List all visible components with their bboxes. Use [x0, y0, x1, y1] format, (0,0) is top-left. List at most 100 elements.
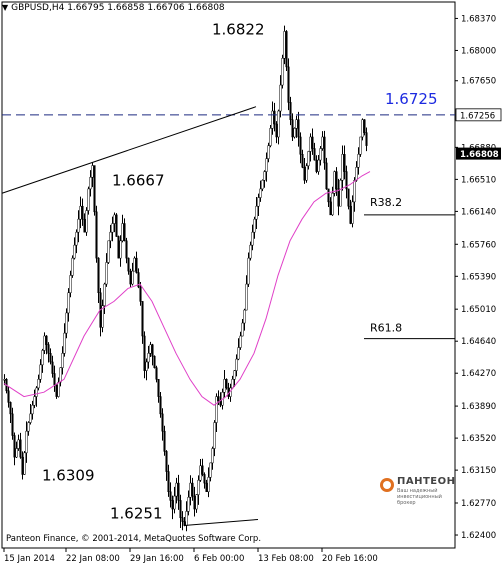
candle-body: [277, 110, 280, 138]
candle-body: [253, 218, 256, 233]
y-tick-label: 1.63150: [461, 466, 496, 476]
collapse-triangle-icon[interactable]: ▼: [2, 3, 9, 12]
candle-body: [39, 364, 42, 380]
candle-body: [121, 223, 124, 242]
moving-average: [3, 171, 371, 406]
candle-body: [295, 119, 298, 129]
candle-body: [177, 482, 180, 501]
y-tick-label: 1.68370: [461, 14, 496, 24]
candle-body: [127, 257, 130, 272]
candle-body: [103, 283, 106, 306]
candle-body: [343, 154, 346, 172]
symbol-label: GBPUSD,H4: [11, 3, 65, 13]
candle-body: [95, 211, 98, 259]
candle-body: [287, 66, 290, 103]
candle-body: [355, 167, 358, 181]
candle-body: [323, 136, 326, 164]
broker-logo: ПАНТЕОН Ваш надежный инвестиционный брок…: [378, 474, 458, 506]
price-annotation: 1.6667: [112, 171, 165, 189]
lower-trend-line: [183, 518, 259, 527]
candle-body: [55, 384, 58, 397]
candle-body: [201, 465, 204, 475]
candle-body: [275, 123, 278, 138]
x-tick-label: 15 Jan 2014: [4, 554, 55, 564]
candle-body: [293, 128, 296, 138]
price-annotation: 1.6822: [212, 20, 265, 38]
time-axis[interactable]: 15 Jan 2014 22 Jan 08:00 29 Jan 16:00 6 Feb…: [3, 548, 378, 564]
candle-body: [141, 301, 144, 337]
candle-body: [261, 180, 264, 190]
candle-body: [27, 422, 30, 432]
candle-body: [351, 201, 354, 224]
candle-body: [313, 148, 316, 161]
candle-body: [143, 335, 146, 371]
y-tick-label: 1.65760: [461, 240, 496, 250]
candle-body: [263, 171, 266, 181]
price-axis[interactable]: 1.683701.680001.676501.672561.668801.668…: [455, 14, 502, 541]
candle-body: [37, 379, 40, 389]
upper-trend-line: [1, 106, 257, 194]
candle-body: [171, 500, 174, 510]
candle-body: [11, 413, 14, 436]
candle-body: [101, 305, 104, 328]
y-tick-label: 1.66510: [461, 175, 496, 185]
copyright-text: Panteon Finance, © 2001-2014, MetaQuotes…: [6, 534, 262, 544]
candle-body: [7, 390, 10, 403]
candle-body: [337, 188, 340, 207]
y-tick-label: 1.67650: [461, 77, 496, 87]
candle-body: [339, 180, 342, 207]
candle-body: [119, 240, 122, 259]
candle-body: [149, 344, 152, 354]
candle-body: [333, 171, 336, 194]
candle-body: [235, 358, 238, 371]
candle-body: [211, 448, 214, 464]
price-annotation: 1.6251: [110, 504, 163, 522]
candle-body: [87, 188, 90, 211]
candle-body: [49, 353, 52, 363]
ohlc-values: 1.66795 1.66858 1.66706 1.66808: [67, 3, 225, 13]
candle-body: [151, 344, 154, 357]
candle-body: [179, 500, 182, 518]
candle-body: [327, 188, 330, 203]
candle-body: [193, 495, 196, 510]
candle-body: [257, 197, 260, 207]
logo-name: ПАНТЕОН: [397, 476, 456, 487]
candle-body: [319, 148, 322, 161]
candle-body: [111, 223, 114, 233]
resistance-price-tag: [455, 108, 502, 122]
candle-body: [331, 192, 334, 216]
candle-body: [265, 158, 268, 172]
candle-body: [299, 136, 302, 155]
candle-body: [189, 482, 192, 498]
candle-body: [57, 381, 60, 397]
candle-body: [135, 257, 138, 273]
candle-body: [291, 119, 294, 138]
price-annotation: R38.2: [370, 196, 402, 209]
candle-body: [67, 292, 70, 314]
candle-body: [129, 270, 132, 285]
candle-body: [203, 474, 206, 484]
candle-body: [303, 167, 306, 181]
y-tick-label: 1.63520: [461, 434, 496, 444]
candle-body: [17, 439, 20, 449]
candle-body: [155, 367, 158, 380]
candle-body: [271, 110, 274, 129]
candle-body: [53, 373, 56, 386]
candle-body: [85, 210, 88, 233]
candle-body: [305, 165, 308, 181]
candle-body: [93, 165, 96, 213]
candle-body: [251, 231, 254, 246]
candle-body: [285, 31, 288, 68]
annotations: 1.6822 1.6667 1.6309 1.6251 R38.2 R61.8 1.6725: [42, 20, 438, 522]
candle-body: [181, 517, 184, 522]
plot-frame: [1, 1, 456, 549]
candle-body: [255, 205, 258, 220]
candle-body: [65, 312, 68, 334]
candle-body: [249, 244, 252, 259]
candle-body: [223, 379, 226, 393]
candle-body: [361, 119, 364, 138]
x-tick-label: 20 Feb 16:00: [322, 554, 378, 564]
candle-body: [175, 482, 178, 497]
candle-body: [225, 379, 228, 389]
